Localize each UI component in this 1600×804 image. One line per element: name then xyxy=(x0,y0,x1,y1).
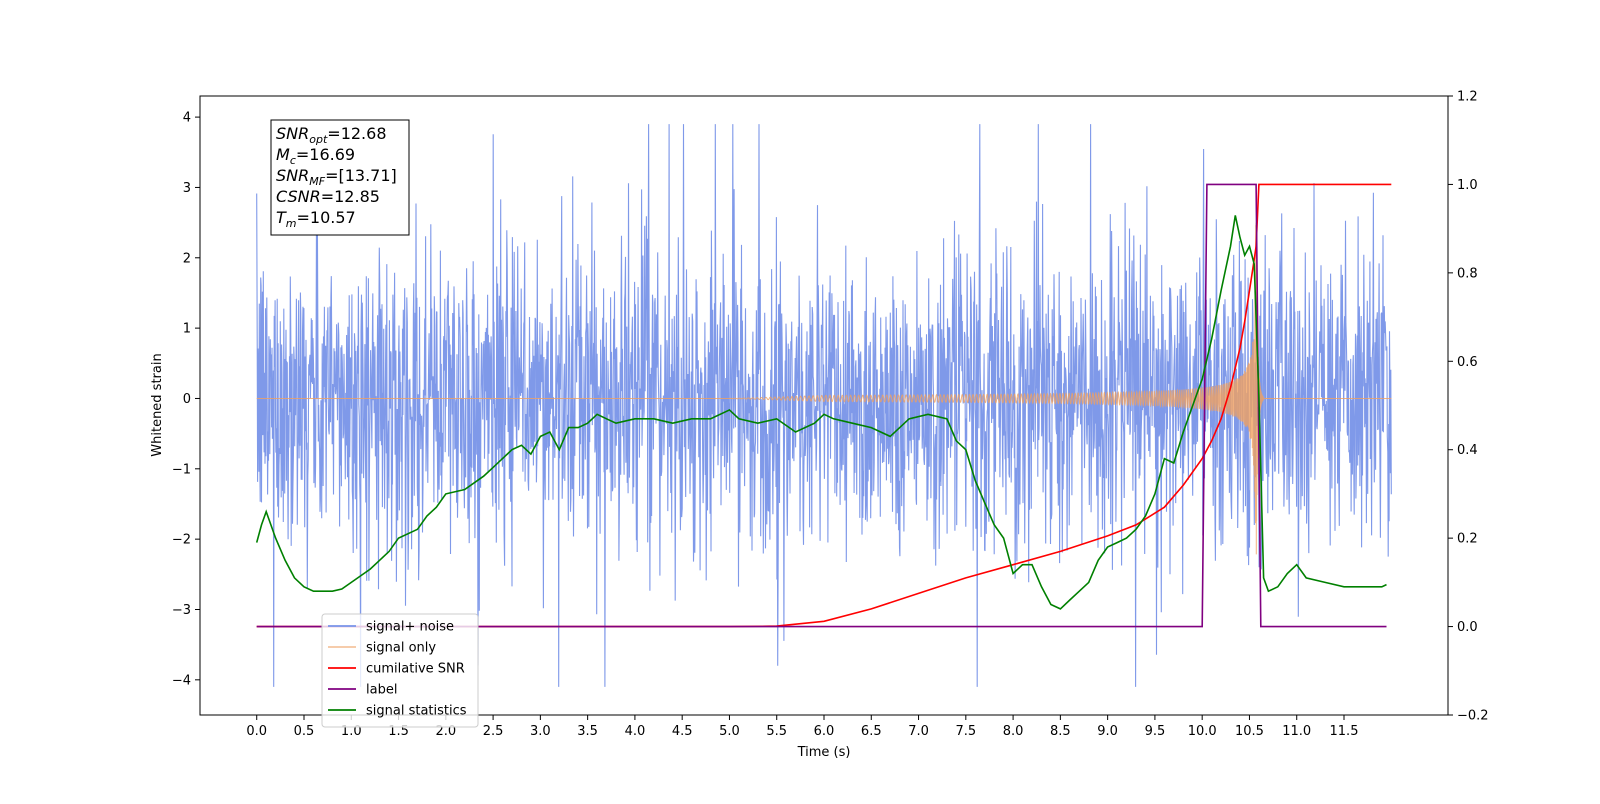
legend-entry: signal only xyxy=(366,641,436,656)
y-axis-label: Whitened strain xyxy=(150,353,165,456)
annotation-value: =10.57 xyxy=(297,208,356,227)
annotation-line: CSNR=12.85 xyxy=(276,187,380,206)
annotation-box: SNRopt=12.68Mc=16.69SNRMF=[13.71]CSNR=12… xyxy=(270,119,410,236)
axes-layer: 0.0 0.5 1.0 1.5 2.0 2.5 3.0 3.5 4.0 4.5 5.0 5.5 6.0 6… xyxy=(172,90,1489,740)
y-tick-label: 1 xyxy=(183,322,191,337)
y-tick-label: −3 xyxy=(172,603,191,618)
legend-entry: signal statistics xyxy=(366,704,467,719)
x-tick-label: 2.0 xyxy=(435,724,456,739)
y-tick-label: 0 xyxy=(183,392,191,407)
y2-tick-label: 1.0 xyxy=(1457,178,1478,193)
annotation-line: SNRopt=12.68 xyxy=(276,124,387,146)
legend-entry: label xyxy=(366,683,397,698)
x-tick-label: 6.5 xyxy=(861,724,882,739)
x-tick-label: 3.0 xyxy=(530,724,551,739)
x-tick-label: 4.0 xyxy=(625,724,646,739)
annotation-symbol: SNR xyxy=(276,166,309,185)
y-tick-label: 2 xyxy=(183,251,191,266)
annotation-line: SNRMF=[13.71] xyxy=(276,166,397,188)
y2-tick-label: 0.6 xyxy=(1457,355,1478,370)
annotation-frame xyxy=(270,119,410,236)
annotation-symbol: CSNR xyxy=(276,187,321,206)
x-tick-label: 8.5 xyxy=(1050,724,1071,739)
x-tick-label: 5.5 xyxy=(766,724,787,739)
series-signal-statistics xyxy=(255,215,1387,610)
legend-entry: cumilative SNR xyxy=(366,662,465,677)
x-tick-label: 7.0 xyxy=(908,724,929,739)
annotation-subscript: opt xyxy=(309,133,328,146)
x-tick-label: 1.5 xyxy=(388,724,409,739)
y-tick-label: −4 xyxy=(172,673,191,688)
x-tick-label: 5.0 xyxy=(719,724,740,739)
annotation-line: Mc=16.69 xyxy=(276,145,355,167)
y2-tick-label: 1.2 xyxy=(1457,90,1478,105)
y-tick-label: −1 xyxy=(172,462,191,477)
annotation-symbol: T xyxy=(276,208,287,227)
x-tick-label: 2.5 xyxy=(483,724,504,739)
x-tick-label: 7.5 xyxy=(955,724,976,739)
y-tick-label: −2 xyxy=(172,533,191,548)
annotation-value: =16.69 xyxy=(296,145,355,164)
y2-tick-label: 0.2 xyxy=(1457,532,1478,547)
x-axis-label: Time (s) xyxy=(797,745,851,760)
x-tick-label: 0.0 xyxy=(246,724,267,739)
x-tick-label: 8.0 xyxy=(1003,724,1024,739)
annotation-symbol: SNR xyxy=(276,124,309,143)
annotation-value: =[13.71] xyxy=(325,166,397,185)
y2-tick-label: 0.8 xyxy=(1457,266,1478,281)
legend: signal+ noise signal only cumilative SNR la… xyxy=(321,613,479,728)
annotation-subscript: MF xyxy=(309,175,325,188)
x-tick-label: 10.5 xyxy=(1235,724,1264,739)
x-tick-label: 3.5 xyxy=(577,724,598,739)
x-tick-label: 11.5 xyxy=(1330,724,1359,739)
x-tick-label: 1.0 xyxy=(341,724,362,739)
series-signal-only xyxy=(256,222,1392,555)
annotation-line: Tm=10.57 xyxy=(276,208,356,230)
x-tick-label: 4.5 xyxy=(672,724,693,739)
y-tick-label: 3 xyxy=(183,181,191,196)
y2-tick-label: 0.0 xyxy=(1457,620,1478,635)
annotation-value: =12.68 xyxy=(327,124,386,143)
x-tick-label: 0.5 xyxy=(294,724,315,739)
y2-tick-label: −0.2 xyxy=(1457,709,1489,724)
legend-entry: signal+ noise xyxy=(366,620,454,635)
x-tick-label: 6.0 xyxy=(814,724,835,739)
series-cumilative-snr xyxy=(256,183,1392,628)
y-tick-label: 4 xyxy=(183,111,191,126)
x-tick-label: 9.0 xyxy=(1097,724,1118,739)
y2-tick-label: 0.4 xyxy=(1457,443,1478,458)
series-layer xyxy=(255,124,1392,687)
annotation-subscript: m xyxy=(286,217,297,230)
annotation-subscript: c xyxy=(290,154,296,167)
series-label xyxy=(256,183,1387,628)
annotation-value: =12.85 xyxy=(321,187,380,206)
annotation-symbol: M xyxy=(276,145,290,164)
x-tick-label: 11.0 xyxy=(1282,724,1311,739)
legend-frame xyxy=(321,613,479,728)
x-tick-label: 9.5 xyxy=(1145,724,1166,739)
x-tick-label: 10.0 xyxy=(1188,724,1217,739)
